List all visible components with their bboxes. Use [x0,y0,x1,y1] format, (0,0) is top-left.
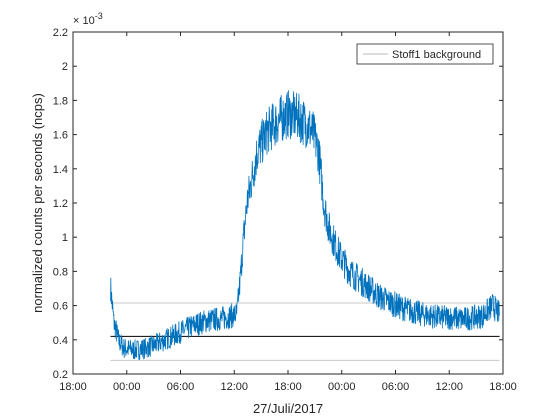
y-axis: 0.2 0.4 0.6 0.8 1 1.2 1.4 1.6 1.8 2 2.2 [53,27,503,381]
y-tick-label: 1.8 [53,95,68,107]
y-tick-label: 2.2 [53,27,68,39]
legend: Stoff1 background [356,43,494,65]
bound-lines [110,302,500,361]
y-tick-label: 0.2 [53,369,68,381]
x-tick-label: 00:00 [113,381,141,393]
x-tick-label: 00:00 [328,381,356,393]
y-tick-label: 1.4 [53,164,68,176]
x-tick-label: 12:00 [435,381,463,393]
y-exponent-label: × 10-3 [73,11,103,27]
y-tick-label: 1.2 [53,198,68,210]
x-tick-label: 06:00 [167,381,195,393]
x-tick-label: 12:00 [220,381,248,393]
y-tick-label: 0.6 [53,301,68,313]
legend-label: Stoff1 background [392,49,481,61]
x-axis-label: 27/Juli/2017 [253,401,323,416]
legend-box [356,43,494,65]
x-tick-label: 18:00 [489,381,517,393]
y-tick-label: 2 [62,61,68,73]
y-tick-label: 1 [62,232,68,244]
y-tick-label: 0.4 [53,335,68,347]
series-line-stoff1-background [110,90,500,360]
y-axis-label: normalized counts per seconds (ncps) [30,93,45,313]
y-tick-label: 1.6 [53,130,68,142]
x-axis: 18:00 00:00 06:00 12:00 18:00 00:00 06:00 12:00… [59,32,517,393]
y-tick-label: 0.8 [53,266,68,278]
x-tick-label: 06:00 [382,381,410,393]
x-tick-label: 18:00 [59,381,87,393]
x-tick-label: 18:00 [274,381,302,393]
plot-area [72,31,504,375]
